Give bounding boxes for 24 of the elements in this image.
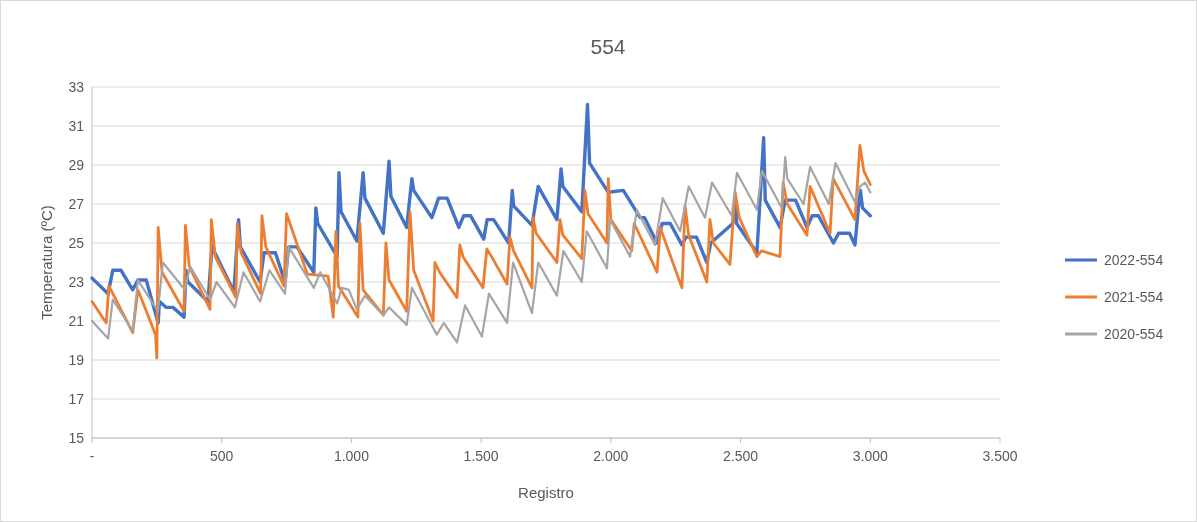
x-tick-label: 1.500	[463, 448, 499, 464]
y-axis-title: Temperatura (ºC)	[38, 205, 55, 320]
legend-label: 2022-554	[1104, 252, 1164, 268]
y-tick-label: 25	[68, 235, 85, 251]
y-tick-label: 33	[68, 79, 85, 95]
x-tick-label: 2.500	[723, 448, 759, 464]
y-tick-label: 21	[68, 313, 85, 329]
legend-label: 2021-554	[1104, 289, 1164, 305]
y-tick-label: 19	[68, 352, 85, 368]
y-tick-label: 15	[68, 430, 85, 446]
y-tick-label: 29	[68, 157, 85, 173]
chart-title: 554	[590, 35, 626, 58]
y-tick-label: 23	[68, 274, 85, 290]
x-tick-label: 1.000	[333, 448, 370, 464]
legend-label: 2020-554	[1104, 326, 1164, 342]
x-tick-label: 3.500	[982, 448, 1018, 464]
x-tick-label: -	[89, 448, 95, 464]
x-tick-label: 500	[210, 448, 234, 464]
x-axis-title: Registro	[518, 484, 574, 501]
y-tick-label: 17	[68, 391, 85, 407]
y-tick-label: 27	[68, 196, 85, 212]
x-tick-label: 2.000	[593, 448, 629, 464]
x-tick-label: 3.000	[852, 448, 889, 464]
y-tick-label: 31	[68, 118, 85, 134]
